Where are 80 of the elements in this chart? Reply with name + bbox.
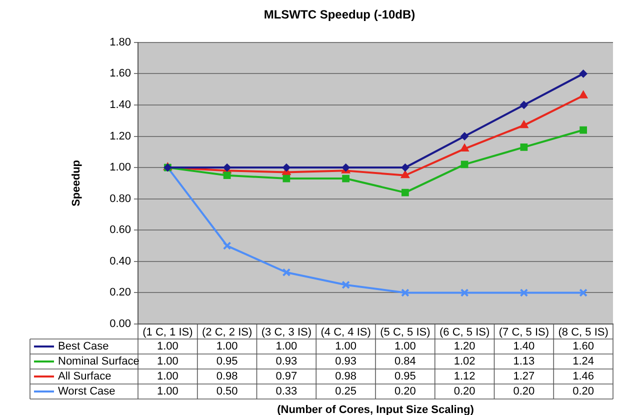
data-label: 1.13 <box>513 356 535 368</box>
y-tick-label: 0.20 <box>110 286 131 299</box>
point <box>520 120 528 128</box>
y-tick-label: 0.80 <box>110 192 131 205</box>
data-label: 0.20 <box>454 386 476 398</box>
data-label: 0.84 <box>394 356 416 368</box>
chart-title: MLSWTC Speedup (-10dB) <box>264 8 416 22</box>
legend-label: All Surface <box>58 370 112 383</box>
data-label: 0.20 <box>394 386 416 398</box>
x-tick-label: (3 C, 3 IS) <box>261 326 312 339</box>
data-label: 0.97 <box>276 370 298 383</box>
y-tick-label: 0.00 <box>110 318 131 330</box>
point <box>402 188 409 196</box>
data-label: 1.46 <box>572 370 594 383</box>
data-label: 0.93 <box>276 356 298 368</box>
y-tick-label: 1.60 <box>110 68 131 80</box>
data-label: 1.02 <box>454 356 476 368</box>
data-label: 0.50 <box>216 386 238 398</box>
data-label: 0.98 <box>216 370 238 383</box>
data-label: 1.20 <box>454 340 476 353</box>
x-tick-label: (7 C, 5 IS) <box>498 326 549 339</box>
point <box>460 144 469 152</box>
data-label: 1.00 <box>394 340 416 353</box>
point <box>401 288 410 297</box>
point <box>222 242 232 250</box>
data-label: 0.95 <box>216 356 238 368</box>
point <box>460 288 469 297</box>
y-tick-label: 1.80 <box>110 36 131 48</box>
point <box>520 100 528 109</box>
point <box>282 164 290 172</box>
x-tick-label: (1 C, 1 IS) <box>142 326 193 339</box>
y-tick-label: 1.20 <box>110 130 131 142</box>
point <box>579 70 588 78</box>
data-label: 1.00 <box>156 370 178 383</box>
point <box>400 170 410 178</box>
point <box>579 288 588 297</box>
point <box>223 172 231 180</box>
point <box>282 268 291 277</box>
data-label: 1.00 <box>276 340 298 353</box>
data-label: 0.25 <box>335 386 357 398</box>
x-tick-label: (2 C, 2 IS) <box>202 326 252 339</box>
data-label: 1.00 <box>156 340 178 353</box>
data-label: 0.33 <box>276 386 298 398</box>
data-label: 1.00 <box>156 356 178 368</box>
point <box>520 288 528 297</box>
data-label: 0.98 <box>335 370 357 383</box>
y-tick-label: 0.40 <box>110 255 131 268</box>
data-label: 1.00 <box>335 340 357 353</box>
data-label: 0.95 <box>394 370 416 383</box>
data-label: 1.00 <box>156 386 178 398</box>
data-label: 1.00 <box>216 340 238 353</box>
x-tick-label: (4 C, 4 IS) <box>320 326 371 339</box>
point <box>460 160 468 168</box>
y-axis-title: Speedup <box>70 160 83 206</box>
point <box>580 126 587 134</box>
point <box>460 132 469 140</box>
legend-label: Nominal Surface <box>58 356 140 368</box>
point <box>342 174 350 182</box>
data-label: 1.40 <box>513 340 535 353</box>
point <box>578 90 588 98</box>
legend-label: Best Case <box>58 340 109 353</box>
point <box>520 144 528 151</box>
x-tick-label: (5 C, 5 IS) <box>380 326 430 339</box>
point <box>401 164 410 172</box>
data-label: 1.60 <box>572 340 594 353</box>
x-tick-label: (8 C, 5 IS) <box>558 326 608 339</box>
point <box>282 174 290 182</box>
data-label: 0.20 <box>513 386 535 398</box>
data-label: 0.93 <box>335 356 357 368</box>
data-label: 1.12 <box>454 370 476 383</box>
data-label: 1.24 <box>572 356 594 368</box>
point <box>342 280 350 290</box>
legend-label: Worst Case <box>58 386 116 398</box>
y-tick-label: 1.40 <box>110 99 131 112</box>
y-tick-label: 0.60 <box>110 224 131 236</box>
y-tick-label: 1.00 <box>110 162 131 174</box>
text: (Number of Cores, Input Size Scaling) <box>277 404 474 415</box>
data-label: 0.20 <box>572 386 594 398</box>
x-tick-label: (6 C, 5 IS) <box>440 326 490 339</box>
data-label: 1.27 <box>513 370 535 383</box>
